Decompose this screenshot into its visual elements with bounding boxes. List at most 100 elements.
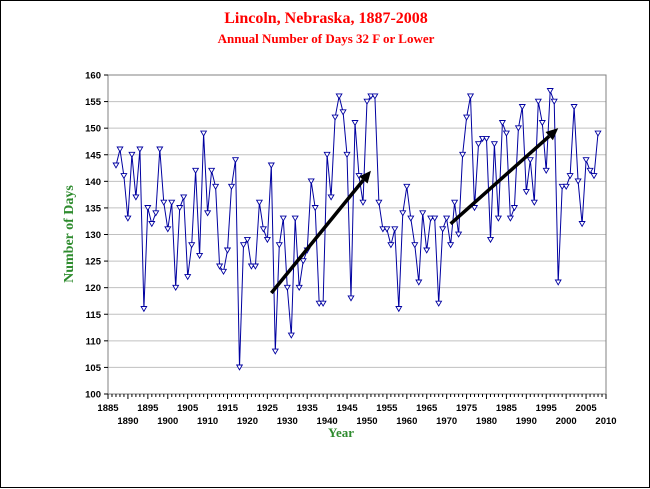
y-tick-label: 110 xyxy=(86,336,101,347)
data-point xyxy=(399,210,407,217)
series-line xyxy=(115,90,599,368)
data-point xyxy=(594,130,602,137)
data-point xyxy=(482,135,491,143)
data-point xyxy=(403,183,411,190)
data-point xyxy=(188,242,196,249)
data-point xyxy=(251,263,259,270)
data-point xyxy=(216,263,224,270)
trend-arrow-shaft xyxy=(269,178,365,295)
data-point xyxy=(359,199,367,206)
series-days xyxy=(112,88,602,371)
data-point xyxy=(522,189,530,196)
data-point xyxy=(323,151,331,159)
y-tick-label: 120 xyxy=(85,283,101,294)
x-axis-ticks: 1885 1895 1905 1915 1925 1935 1945 1955 1965 1975… xyxy=(97,394,617,427)
x-tick-label: 1945 xyxy=(336,403,358,414)
x-axis-label: Year xyxy=(328,425,354,440)
data-point xyxy=(291,215,299,222)
data-point xyxy=(443,215,451,222)
x-tick-label: 2000 xyxy=(556,416,577,427)
data-point xyxy=(514,125,522,132)
x-tick-label: 1995 xyxy=(536,403,558,414)
x-tick-label: 2005 xyxy=(576,403,598,414)
y-tick-label: 140 xyxy=(85,177,101,188)
data-point xyxy=(375,199,383,206)
data-point xyxy=(415,279,423,286)
trend-arrows xyxy=(269,128,559,295)
x-tick-label: 1885 xyxy=(97,403,119,414)
data-point xyxy=(172,284,180,291)
data-point xyxy=(574,178,582,185)
x-tick-label: 1905 xyxy=(177,403,199,414)
x-tick-label: 1900 xyxy=(157,416,178,427)
data-point xyxy=(243,236,251,244)
data-point xyxy=(148,221,156,228)
data-point xyxy=(331,114,339,121)
data-point xyxy=(466,93,475,100)
data-point xyxy=(128,151,136,159)
data-point xyxy=(554,279,562,286)
data-point xyxy=(152,210,160,217)
data-point xyxy=(235,364,244,371)
data-point xyxy=(463,114,471,121)
data-point xyxy=(307,178,315,185)
data-point xyxy=(263,236,271,244)
data-point xyxy=(120,173,128,180)
data-point xyxy=(116,146,124,153)
data-point xyxy=(227,183,236,190)
y-tick-label: 135 xyxy=(85,203,102,214)
data-point xyxy=(470,205,479,212)
data-point xyxy=(486,236,495,244)
data-point xyxy=(395,306,403,313)
data-point xyxy=(447,242,455,249)
data-point xyxy=(542,167,550,174)
data-point xyxy=(168,199,176,206)
data-point xyxy=(156,146,164,153)
x-tick-label: 1960 xyxy=(396,416,417,427)
x-tick-label: 1985 xyxy=(496,403,518,414)
data-point xyxy=(259,226,267,233)
y-tick-label: 115 xyxy=(86,310,102,321)
y-tick-label: 130 xyxy=(85,230,101,241)
data-point xyxy=(204,210,212,217)
x-tick-label: 1890 xyxy=(117,416,138,427)
y-tick-label: 150 xyxy=(85,124,101,135)
data-point xyxy=(411,242,419,249)
data-point xyxy=(502,130,510,137)
data-point xyxy=(219,268,228,275)
y-axis-ticks: 100 105 110 115 120 125 130 135 140 145 150 155 160 xyxy=(85,71,108,401)
data-point xyxy=(455,231,463,238)
data-point xyxy=(192,167,200,174)
data-point xyxy=(506,215,514,222)
data-point xyxy=(184,274,192,281)
data-point xyxy=(144,205,152,212)
data-point xyxy=(136,146,144,153)
y-tick-label: 160 xyxy=(85,71,101,82)
x-tick-label: 1940 xyxy=(317,416,338,427)
data-point xyxy=(212,183,220,190)
data-point xyxy=(140,306,148,313)
data-point xyxy=(538,120,546,127)
trend-arrow-head xyxy=(359,170,371,184)
data-point xyxy=(363,98,371,105)
data-point xyxy=(283,284,291,291)
data-point xyxy=(327,194,335,201)
chart-title: Lincoln, Nebraska, 1887-2008 xyxy=(224,10,428,27)
data-point xyxy=(275,242,283,249)
x-tick-label: 1910 xyxy=(197,416,218,427)
data-point xyxy=(439,226,447,233)
data-point xyxy=(459,151,467,159)
data-point xyxy=(383,226,391,233)
x-tick-label: 2010 xyxy=(595,416,616,427)
x-tick-label: 1965 xyxy=(416,403,438,414)
y-axis-label: Number of Days xyxy=(62,185,77,283)
x-tick-label: 1915 xyxy=(217,403,239,414)
data-point xyxy=(231,157,240,164)
data-point xyxy=(534,98,542,105)
data-point xyxy=(550,98,558,105)
data-point xyxy=(335,93,343,100)
data-point xyxy=(255,199,263,206)
data-point xyxy=(180,194,188,201)
data-point xyxy=(287,332,295,339)
